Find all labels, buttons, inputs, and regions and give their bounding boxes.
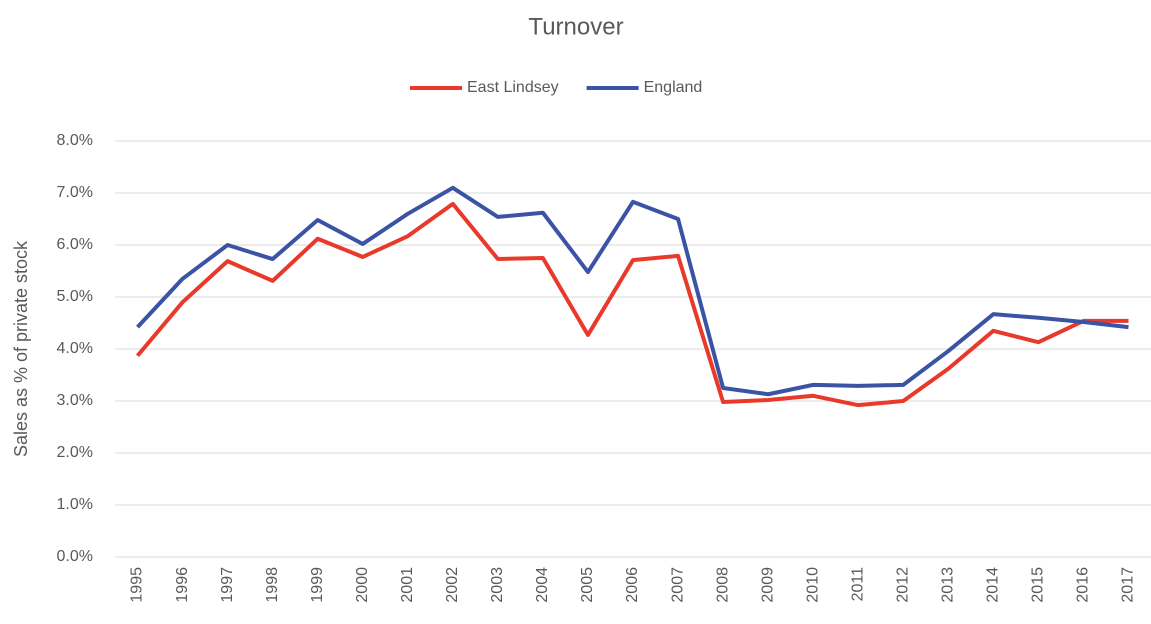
y-tick-label: 8.0% <box>57 132 93 149</box>
legend-label: England <box>644 79 703 96</box>
x-tick-label: 2012 <box>894 567 911 603</box>
x-tick-label: 2004 <box>534 567 551 603</box>
line-series <box>135 201 1129 408</box>
y-tick-label: 2.0% <box>57 444 93 461</box>
x-tick-label: 2013 <box>940 567 957 603</box>
y-tick-label: 6.0% <box>57 236 93 253</box>
x-tick-label: 2003 <box>489 567 506 603</box>
x-tick-label: 2010 <box>804 567 821 603</box>
x-tick-label: 1997 <box>219 567 236 603</box>
y-tick-label: 1.0% <box>57 496 93 513</box>
x-tick-label: 2008 <box>714 567 731 603</box>
x-tick-label: 2009 <box>759 567 776 603</box>
x-tick-label: 1999 <box>309 567 326 603</box>
x-tick-label: 2014 <box>985 567 1002 603</box>
x-tick-label: 2001 <box>399 567 416 603</box>
line-series <box>136 185 1129 397</box>
x-tick-label: 2011 <box>849 567 866 602</box>
y-tick-label: 5.0% <box>57 288 93 305</box>
x-tick-label: 2006 <box>624 567 641 603</box>
x-tick-label: 2007 <box>669 567 686 603</box>
legend-label: East Lindsey <box>467 79 559 96</box>
x-tick-label: 2016 <box>1075 567 1092 603</box>
x-tick-label: 2015 <box>1030 567 1047 603</box>
y-axis-label: Sales as % of private stock <box>11 240 31 457</box>
x-tick-label: 2017 <box>1120 567 1137 603</box>
x-tick-label: 2005 <box>579 567 596 603</box>
x-tick-label: 1998 <box>264 567 281 603</box>
x-tick-label: 1995 <box>129 567 146 603</box>
x-tick-label: 2000 <box>354 567 371 603</box>
x-tick-label: 1996 <box>174 567 191 603</box>
y-tick-label: 0.0% <box>57 548 93 565</box>
chart-title: Turnover <box>528 13 623 40</box>
x-tick-label: 2002 <box>444 567 461 603</box>
y-tick-label: 7.0% <box>57 184 93 201</box>
y-tick-label: 3.0% <box>57 392 93 409</box>
y-tick-label: 4.0% <box>57 340 93 357</box>
